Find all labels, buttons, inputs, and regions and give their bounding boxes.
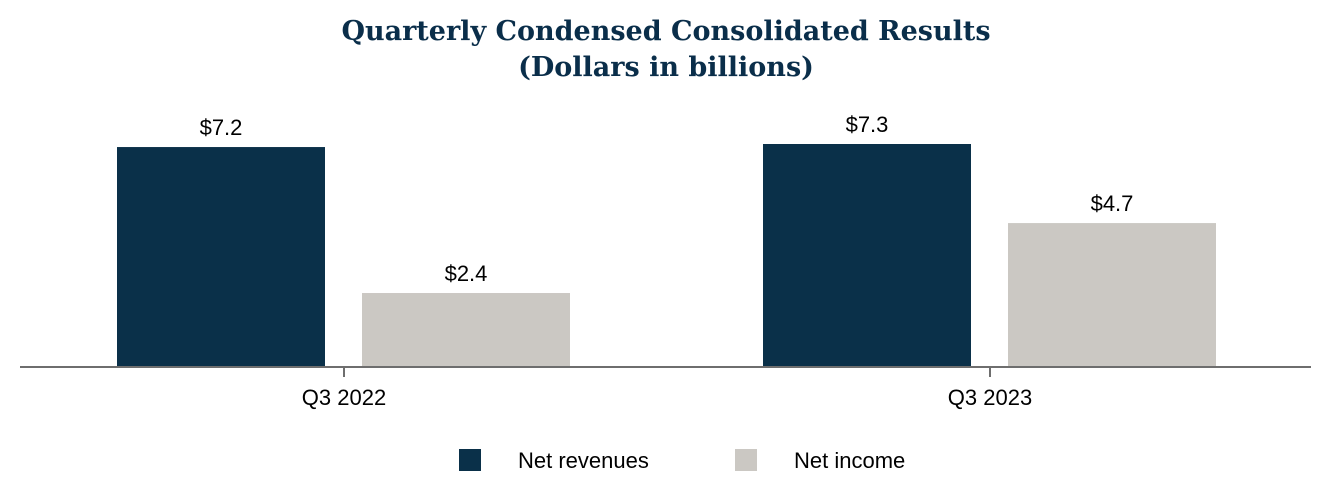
legend-label-net-income: Net income: [794, 448, 905, 473]
bar-net-income-0: [362, 293, 570, 366]
x-tick-label: Q3 2022: [302, 385, 386, 410]
data-label: $2.4: [445, 261, 488, 286]
bars-layer: $7.2 $2.4 Q3 2022 $7.3 $4.7 Q3 2023: [117, 112, 1216, 410]
bar-net-revenues-0: [117, 147, 325, 366]
data-label: $7.2: [200, 115, 243, 140]
legend-swatch-net-revenues: [459, 449, 481, 471]
data-label: $7.3: [846, 112, 889, 137]
legend-swatch-net-income: [735, 449, 757, 471]
data-label: $4.7: [1091, 191, 1134, 216]
bar-net-income-1: [1008, 223, 1216, 366]
chart-subtitle: (Dollars in billions): [518, 52, 814, 83]
chart-title-block: Quarterly Condensed Consolidated Results…: [0, 14, 1332, 86]
chart-title: Quarterly Condensed Consolidated Results: [341, 16, 991, 47]
legend: Net revenues Net income: [459, 448, 905, 473]
bar-net-revenues-1: [763, 144, 971, 366]
legend-label-net-revenues: Net revenues: [518, 448, 649, 473]
x-tick-label: Q3 2023: [948, 385, 1032, 410]
